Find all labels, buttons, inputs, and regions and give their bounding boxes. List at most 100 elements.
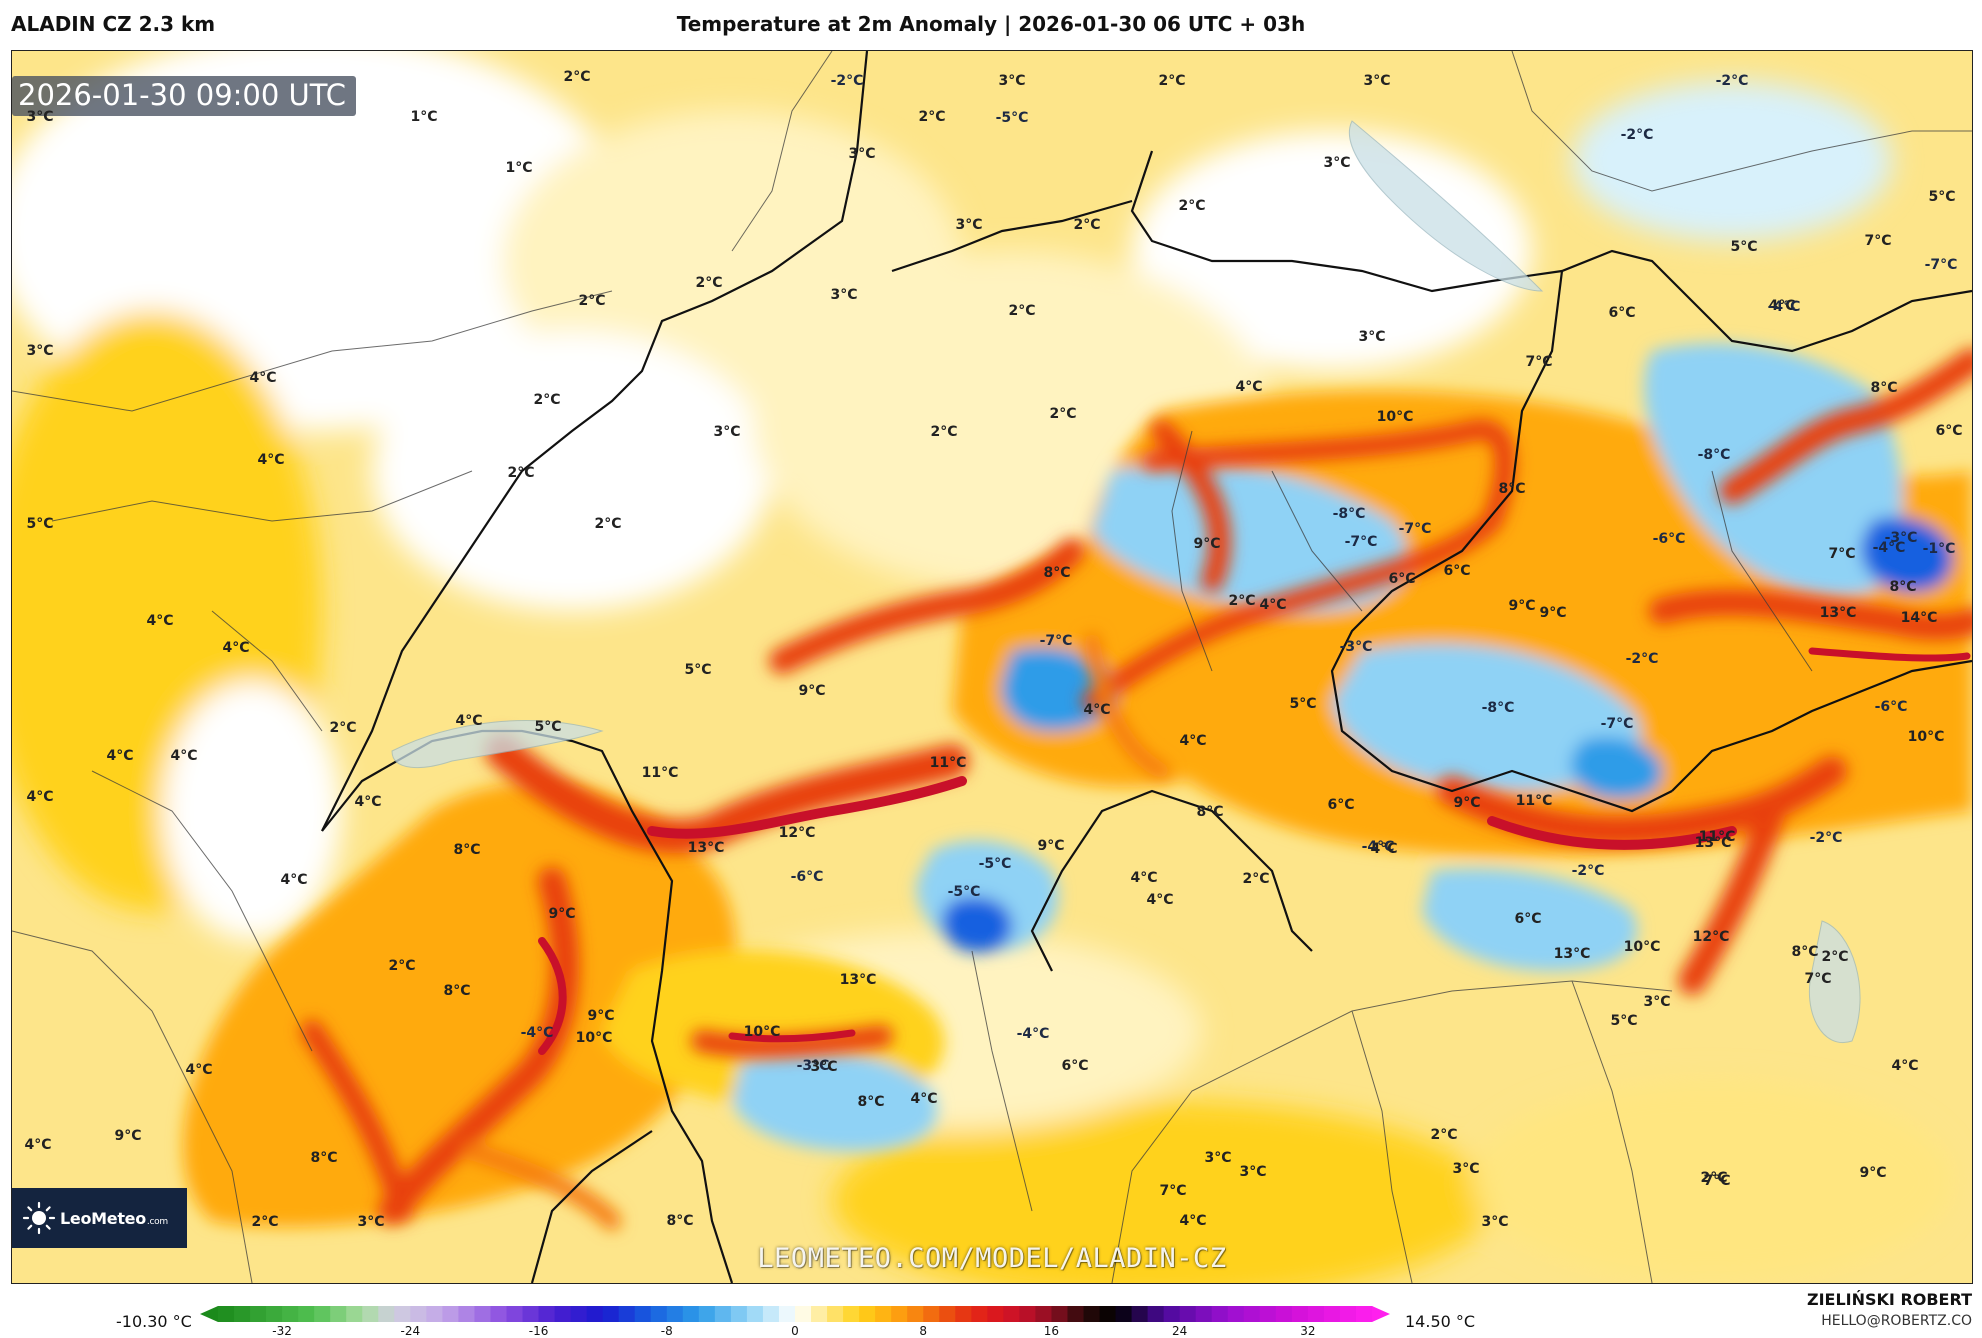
temperature-label: 6°C	[1327, 797, 1355, 813]
temperature-label: 7°C	[1864, 233, 1892, 249]
colorbar-segment	[1051, 1306, 1068, 1322]
temperature-label: 4°C	[146, 613, 174, 629]
colorbar-segment	[554, 1306, 572, 1322]
temperature-label: 3°C	[1323, 155, 1351, 171]
temperature-label: 8°C	[1889, 579, 1917, 595]
temperature-label: 3°C	[26, 109, 54, 125]
colorbar-segment	[1195, 1306, 1213, 1322]
temperature-label: 3°C	[713, 424, 741, 440]
colorbar-segment	[506, 1306, 524, 1322]
temperature-label: 12°C	[1692, 929, 1730, 945]
temperature-label: -3°C	[1884, 530, 1918, 546]
temperature-label: 11°C	[641, 765, 679, 781]
logo-name: LeoMeteo.com	[60, 1208, 168, 1228]
temperature-label: 2°C	[695, 275, 723, 291]
temperature-label: 4°C	[1768, 298, 1796, 314]
temperature-label: 4°C	[24, 1137, 52, 1153]
colorbar-segment	[314, 1306, 331, 1322]
temperature-label: 3°C	[1481, 1214, 1509, 1230]
colorbar-segment	[955, 1306, 972, 1322]
colorbar-segment	[811, 1306, 828, 1322]
temperature-label: -4°C	[1016, 1026, 1050, 1042]
temperature-label: -7°C	[1039, 633, 1073, 649]
temperature-label: -2°C	[830, 73, 864, 89]
temperature-label: 8°C	[443, 983, 471, 999]
temperature-label: 8°C	[1043, 565, 1071, 581]
temperature-label: 4°C	[1235, 379, 1263, 395]
valid-time-badge: 2026-01-30 09:00 UTC	[12, 76, 357, 116]
temperature-label: 10°C	[1376, 409, 1414, 425]
colorbar-tick-label: -8	[660, 1324, 673, 1338]
colorbar-segment	[795, 1306, 812, 1322]
colorbar-segment	[1035, 1306, 1052, 1322]
rivers-lakes	[391, 120, 1861, 1044]
background-field	[12, 51, 1972, 1283]
temperature-label: 7°C	[1525, 354, 1553, 370]
model-url-watermark: LEOMETEO.COM/MODEL/ALADIN-CZ	[757, 1243, 1227, 1274]
temperature-label: 2°C	[563, 69, 591, 85]
temperature-label: 10°C	[1907, 729, 1945, 745]
colorbar-segment	[923, 1306, 940, 1322]
author-email[interactable]: HELLO@ROBERTZ.CO	[1821, 1313, 1972, 1329]
leometeo-logo[interactable]: LeoMeteo.com	[12, 1188, 187, 1248]
colorbar-segment	[394, 1306, 411, 1322]
temperature-label: 9°C	[1193, 536, 1221, 552]
colorbar-segment	[1019, 1306, 1036, 1322]
temperature-label: 3°C	[998, 73, 1026, 89]
temperature-label: 8°C	[1791, 944, 1819, 960]
colorbar-segment	[1243, 1306, 1261, 1322]
temperature-label: 9°C	[1539, 605, 1567, 621]
temperature-label: 6°C	[1514, 911, 1542, 927]
temperature-label: 9°C	[548, 906, 576, 922]
temperature-label: 4°C	[1179, 1213, 1207, 1229]
temperature-label: 2°C	[1430, 1127, 1458, 1143]
temperature-label: 8°C	[666, 1213, 694, 1229]
temperature-label: 13°C	[687, 840, 725, 856]
colorbar-segment	[827, 1306, 844, 1322]
temperature-label: 3°C	[848, 146, 876, 162]
colorbar-segment	[570, 1306, 588, 1322]
model-name: ALADIN CZ 2.3 km	[11, 12, 216, 36]
temperature-label: 2°C	[1242, 871, 1270, 887]
colorbar-tick-label: 0	[791, 1324, 799, 1338]
temperature-label: 5°C	[1610, 1013, 1638, 1029]
colorbar-segment	[1355, 1306, 1373, 1322]
temperature-label: 6°C	[1935, 423, 1963, 439]
colorbar-tick-label: -32	[272, 1324, 292, 1338]
colorbar-segment	[1003, 1306, 1020, 1322]
temperature-label: 8°C	[453, 842, 481, 858]
colorbar-segment	[218, 1306, 235, 1322]
anomaly-map[interactable]: 2026-01-30 09:00 UTC 2°C -2°C 3°C 2°C 3°C -2°…	[11, 50, 1973, 1284]
temperature-label: 5°C	[26, 516, 54, 532]
temperature-label: 4°C	[1146, 892, 1174, 908]
temperature-label: 4°C	[910, 1091, 938, 1107]
temperature-label: 2°C	[594, 516, 622, 532]
temperature-label: 7°C	[1804, 971, 1832, 987]
temperature-label: 5°C	[684, 662, 712, 678]
temperature-label: 2°C	[1158, 73, 1186, 89]
temperature-label: -4°C	[520, 1025, 554, 1041]
temperature-label: -6°C	[790, 869, 824, 885]
temperature-label: 2°C	[1073, 217, 1101, 233]
temperature-label: 3°C	[1358, 329, 1386, 345]
colorbar-segment	[1115, 1306, 1133, 1322]
colorbar-segment	[762, 1306, 780, 1322]
colorbar-segment	[266, 1306, 283, 1322]
temperature-label: -6°C	[1874, 699, 1908, 715]
colorbar-segment	[410, 1306, 427, 1322]
colorbar-tick-label: 16	[1043, 1324, 1060, 1338]
colorbar-segment	[907, 1306, 924, 1322]
temperature-label: 4°C	[280, 872, 308, 888]
temperature-label: 14°C	[1900, 610, 1938, 626]
colorbar-segment	[330, 1306, 347, 1322]
temperature-label: 8°C	[857, 1094, 885, 1110]
temperature-label: 4°C	[455, 713, 483, 729]
temperature-label: 6°C	[1443, 563, 1471, 579]
colorbar-segment	[234, 1306, 251, 1322]
temperature-label: 2°C	[1008, 303, 1036, 319]
region-borders	[12, 51, 1972, 1283]
temperature-label: 4°C	[106, 748, 134, 764]
temperature-label: 2°C	[507, 465, 535, 481]
temperature-label: -8°C	[1697, 447, 1731, 463]
colorbar-segments	[200, 1306, 1390, 1322]
